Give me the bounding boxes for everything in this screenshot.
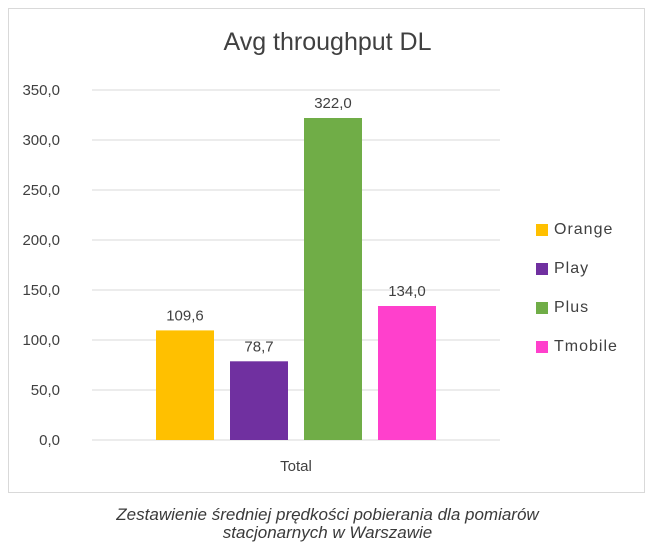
- x-axis-categories: Total: [280, 458, 312, 475]
- legend-label: Play: [554, 259, 590, 277]
- y-axis-ticks: 0,0 50,0 100,0 150,0 200,0 250,0 300,0 350,0: [22, 82, 60, 449]
- y-tick-label: 100,0: [22, 332, 60, 349]
- legend-swatch: [536, 223, 548, 236]
- y-tick-label: 0,0: [39, 432, 60, 449]
- legend-item-plus: Plus: [536, 288, 618, 327]
- gridlines: [92, 89, 500, 441]
- bar-plus: [304, 118, 362, 440]
- y-tick-label: 300,0: [22, 132, 60, 149]
- data-label-tmobile: 134,0: [388, 283, 426, 300]
- legend: Orange Play Plus Tmobile: [536, 210, 618, 366]
- legend-item-play: Play: [536, 249, 618, 288]
- data-label-plus: 322,0: [314, 95, 352, 112]
- y-tick-label: 150,0: [22, 282, 60, 299]
- y-tick-label: 350,0: [22, 82, 60, 99]
- legend-swatch: [536, 301, 548, 314]
- bar-play: [230, 361, 288, 440]
- bar-orange: [156, 330, 214, 440]
- bars: [156, 118, 436, 440]
- data-label-orange: 109,6: [166, 307, 204, 324]
- legend-item-tmobile: Tmobile: [536, 327, 618, 366]
- chart-title: Avg throughput DL: [223, 28, 432, 56]
- legend-item-orange: Orange: [536, 210, 618, 249]
- legend-label: Plus: [554, 298, 590, 316]
- bar-tmobile: [378, 306, 436, 440]
- bar-chart: 0,0 50,0 100,0 150,0 200,0 250,0 300,0 350,0 10…: [22, 82, 500, 475]
- caption-line-2: stacjonarnych w Warszawie: [222, 523, 433, 542]
- legend-swatch: [536, 262, 548, 275]
- x-category-label: Total: [280, 458, 312, 475]
- y-tick-label: 50,0: [31, 382, 60, 399]
- legend-label: Orange: [554, 220, 614, 238]
- data-labels: 109,6 78,7 322,0 134,0: [166, 95, 426, 355]
- legend-label: Tmobile: [554, 337, 618, 355]
- y-tick-label: 200,0: [22, 232, 60, 249]
- y-tick-label: 250,0: [22, 182, 60, 199]
- caption-line-1: Zestawienie średniej prędkości pobierani…: [116, 505, 539, 524]
- data-label-play: 78,7: [244, 338, 273, 355]
- figure-caption: Zestawienie średniej prędkości pobierani…: [0, 506, 655, 542]
- legend-swatch: [536, 340, 548, 353]
